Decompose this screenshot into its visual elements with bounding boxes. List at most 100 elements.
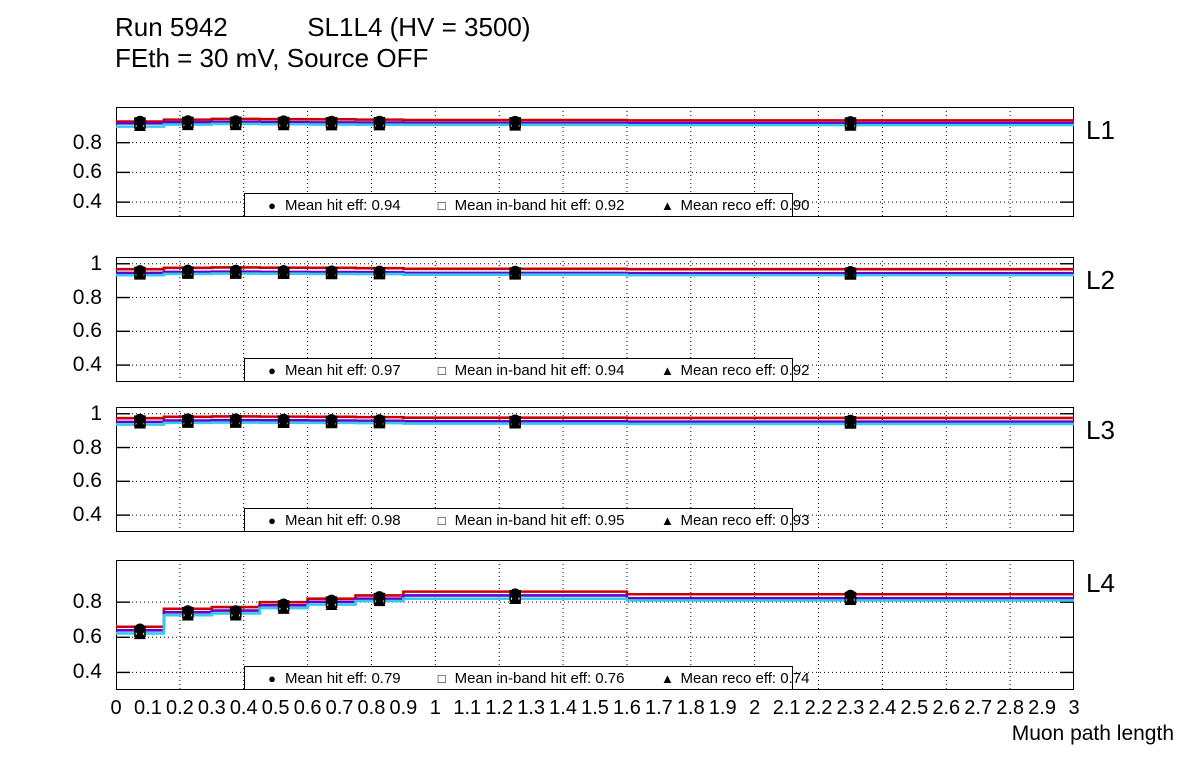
marker-hit [134,115,146,127]
legend-marker-reco-icon: ▲ [661,670,674,686]
legend-marker-inband-icon: □ [437,197,446,213]
legend-marker-reco-icon: ▲ [661,197,674,213]
x-tick-label: 2.2 [804,697,833,719]
x-tick-label: 1.5 [581,697,609,719]
marker-hit [845,265,856,277]
x-tick-label: 1.6 [613,697,641,719]
marker-hit [374,414,385,426]
x-tick-label: 1.9 [708,697,737,719]
panel-plot-area [116,560,1074,690]
x-tick-label: 1 [429,697,441,719]
y-axis-tick-labels: 1 0.8 0.6 0.4 [20,402,116,532]
x-tick-label: 0.5 [261,697,290,719]
marker-hit [374,115,385,127]
legend-entry-inband: □ Mean in-band hit eff: 0.94 [429,362,625,379]
legend-entry-reco: ▲ Mean reco eff: 0.93 [654,512,809,529]
legend-label-hit: Mean hit eff: 0.79 [285,669,401,687]
legend-entry-hit: ● Mean hit eff: 0.79 [259,670,401,687]
legend-entry-hit: ● Mean hit eff: 0.98 [259,512,401,529]
y-tick-label: 1 [90,401,102,425]
legend-label-reco: Mean reco eff: 0.90 [680,196,810,214]
series-line-hit [116,415,1074,420]
title-block: Run 5942 SL1L4 (HV = 3500) FEth = 30 mV,… [115,12,531,74]
marker-hit [278,413,290,425]
panel-label-l2: L2 [1086,265,1115,295]
panel-plot-area [116,107,1074,217]
legend-entry-inband: □ Mean in-band hit eff: 0.95 [429,512,625,529]
legend-marker-inband-icon: □ [437,512,446,528]
y-tick-label: 0.8 [72,435,102,459]
marker-hit [845,589,856,601]
x-tick-label: 0.4 [229,697,258,719]
marker-hit [230,264,242,276]
marker-hit [134,265,146,276]
marker-hit [326,594,337,606]
x-tick-label: 1.2 [485,697,514,719]
marker-hit [230,605,242,616]
marker-hit [845,414,856,426]
legend-entry-reco: ▲ Mean reco eff: 0.92 [654,362,809,379]
legend-marker-inband-icon: □ [437,670,446,686]
series-line-reco [116,122,1074,128]
y-tick-label: 0.4 [72,503,102,527]
marker-hit [182,413,194,425]
x-axis-tick-labels: 0 0.1 0.2 0.3 0.4 0.5 0.6 0.7 0.8 0.9 1 1.1 1.2 1.3 1.… [110,697,1079,723]
marker-hit [509,588,521,600]
marker-hit [509,414,521,426]
x-tick-label: 0.2 [165,697,194,719]
legend-marker-hit-icon: ● [268,512,276,528]
x-tick-label: 2.8 [996,697,1025,719]
y-axis-tick-labels: 0.8 0.6 0.4 [20,560,116,690]
x-tick-label: 2.7 [964,697,993,719]
x-tick-label: 2 [749,697,761,719]
x-tick-label: 2.3 [836,697,865,719]
y-tick-label: 0.6 [72,160,102,184]
x-tick-label: 2.4 [868,697,897,719]
x-tick-label: 2.1 [772,697,801,719]
legend-entry-hit: ● Mean hit eff: 0.94 [259,197,401,214]
panel-label-l3: L3 [1086,415,1115,445]
x-tick-label: 0.7 [325,697,354,719]
marker-hit [374,265,385,277]
x-tick-label: 0.3 [197,697,226,719]
x-tick-label: 1.4 [549,697,577,719]
legend-entry-reco: ▲ Mean reco eff: 0.74 [654,670,809,687]
panel-plot-area [116,407,1074,532]
marker-hit [845,116,856,127]
y-tick-label: 0.4 [72,190,102,214]
y-tick-label: 0.4 [72,353,102,377]
marker-hit [278,598,290,610]
y-tick-label: 0.8 [72,590,102,614]
title-line-1: Run 5942 SL1L4 (HV = 3500) [115,12,531,42]
x-tick-label: 0.9 [389,697,418,719]
x-tick-label: 0 [110,697,122,719]
marker-hit [326,414,337,425]
legend-label-hit: Mean hit eff: 0.94 [285,196,401,214]
x-tick-label: 3 [1068,697,1080,719]
y-tick-label: 1 [90,251,102,275]
panel-l1: 0.8 0.6 0.4 L1 ● Mean hit eff: 0.94 □ Mean in-b… [73,107,1115,217]
x-tick-label: 1.1 [453,697,482,719]
x-axis-title: Muon path length [1011,722,1174,745]
marker-hit [374,591,385,602]
x-tick-label: 1.8 [676,697,705,719]
y-tick-label: 0.6 [72,469,102,493]
marker-hit [134,413,146,425]
y-tick-label: 0.6 [72,625,102,649]
legend-entry-inband: □ Mean in-band hit eff: 0.76 [429,670,625,687]
x-tick-label: 0.1 [134,697,162,719]
x-tick-label: 0.6 [293,697,322,719]
marker-hit [182,264,194,276]
y-tick-label: 0.6 [72,319,102,343]
legend-marker-inband-icon: □ [437,362,446,378]
marker-hit [509,115,521,127]
panel-legend: ● Mean hit eff: 0.79 □ Mean in-band hit eff… [244,666,809,690]
legend-entry-hit: ● Mean hit eff: 0.97 [259,362,401,379]
marker-hit [230,413,242,425]
legend-label-reco: Mean reco eff: 0.74 [680,669,810,687]
panel-l4: 0.8 0.6 0.4 L4 ● Mean hit eff: 0.79 □ Mean in-b… [73,560,1115,690]
y-tick-label: 0.8 [72,285,102,309]
x-tick-label: 2.9 [1028,697,1056,719]
panel-label-l4: L4 [1086,568,1115,598]
y-axis-tick-labels: 1 0.8 0.6 0.4 [20,252,116,382]
